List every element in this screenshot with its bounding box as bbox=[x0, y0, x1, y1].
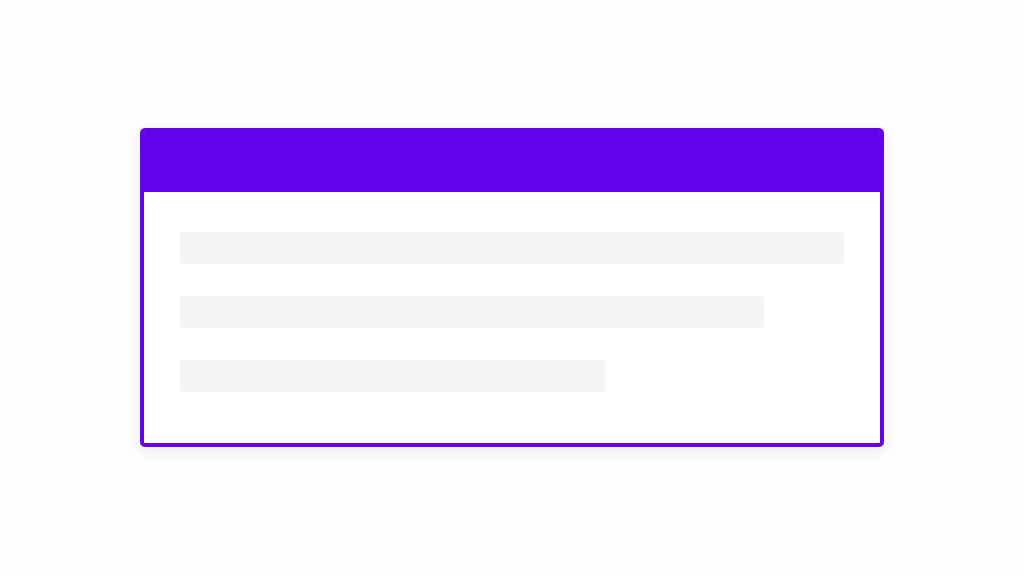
skeleton-line bbox=[180, 232, 844, 264]
skeleton-card bbox=[140, 128, 884, 447]
card-header bbox=[144, 132, 880, 192]
skeleton-line bbox=[180, 360, 605, 392]
skeleton-line bbox=[180, 296, 765, 328]
